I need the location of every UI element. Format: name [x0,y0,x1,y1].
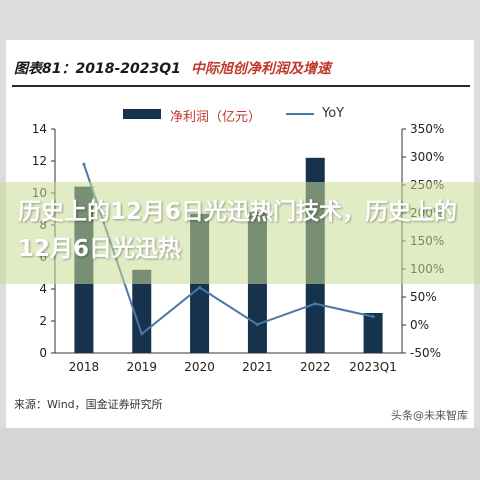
right-tick-label: 0% [410,318,429,332]
bar-2023Q1 [363,313,383,353]
right-tick-label: 350% [410,122,444,136]
legend-bar-swatch [123,109,161,119]
x-tick-label: 2018 [69,360,100,374]
figure-title: 图表81：2018-2023Q1 中际旭创净利润及增速 [14,58,331,78]
left-tick-label: 0 [39,346,47,360]
figure-subtitle: 中际旭创净利润及增速 [190,61,331,77]
bar-2019 [132,269,152,353]
headline-overlay-band [0,182,480,284]
x-tick-label: 2019 [126,360,157,374]
x-tick-label: 2023Q1 [349,360,397,374]
right-tick-label: 50% [410,290,437,304]
right-tick-label: -50% [410,346,441,360]
yoy-point-2020 [198,285,202,289]
legend-bar-label: 净利润（亿元） [170,110,262,125]
yoy-point-2022 [313,302,317,306]
left-tick-label: 4 [39,282,47,296]
headline-overlay-text: 历史上的12月6日光迅热门技术，历史上的12月6日光迅热 [18,199,458,262]
yoy-point-2021 [255,322,259,326]
left-tick-label: 14 [32,122,47,136]
yoy-line [82,163,374,336]
left-tick-label: 12 [32,154,47,168]
left-tick-label: 2 [39,314,47,328]
x-tick-label: 2021 [242,360,273,374]
x-tick-label: 2020 [184,360,215,374]
yoy-point-2018 [82,162,86,166]
yoy-point-2019 [140,332,144,336]
source-note: 来源：Wind，国金证券研究所 [14,398,163,411]
legend-line-label: YoY [322,106,345,121]
chart-legend: 净利润（亿元） YoY [0,106,480,125]
x-tick-label: 2022 [300,360,331,374]
legend-line-swatch [286,113,314,115]
right-tick-label: 300% [410,150,444,164]
bottom-strip [0,428,480,480]
yoy-point-2023Q1 [371,315,375,319]
figure-title-number: 图表81：2018-2023Q1 [14,61,181,77]
watermark-text: 头条@未来智库 [391,409,468,422]
title-divider [12,85,470,87]
